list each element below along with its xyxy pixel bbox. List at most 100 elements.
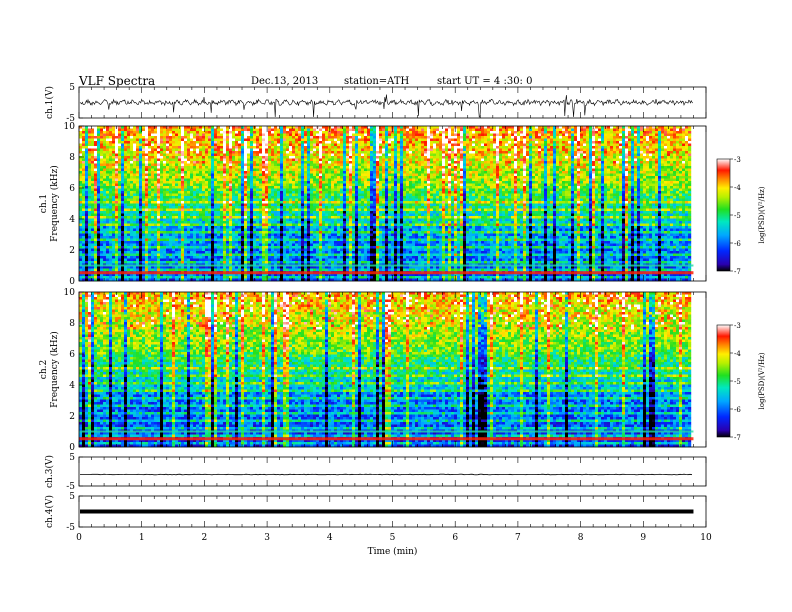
spectrogram-cell: [232, 179, 235, 182]
spectrogram-cell: [127, 151, 130, 154]
spectrogram-cell: [238, 151, 241, 154]
spectrogram-cell: [376, 159, 379, 162]
spectrogram-cell: [664, 164, 667, 167]
spectrogram-cell: [298, 161, 301, 164]
spectrogram-cell: [676, 144, 679, 147]
spectrogram-cell: [277, 184, 280, 187]
spectrogram-cell: [286, 134, 289, 137]
spectrogram-cell: [646, 169, 649, 172]
spectrogram-cell: [367, 156, 370, 159]
spectrogram-cell: [373, 161, 376, 164]
spectrogram-cell: [649, 171, 652, 174]
spectrogram-cell: [556, 166, 559, 169]
spectrogram-cell: [97, 131, 100, 134]
spectrogram-cell: [502, 134, 505, 137]
spectrogram-cell: [529, 156, 532, 159]
spectrogram-cell: [262, 144, 265, 147]
spectrogram-cell: [166, 156, 169, 159]
spectrogram-cell: [226, 161, 229, 164]
spectrogram-cell: [256, 154, 259, 157]
spectrogram-cell: [601, 169, 604, 172]
spectrogram-cell: [505, 174, 508, 177]
spectrogram-cell: [523, 146, 526, 149]
spectrogram-cell: [637, 179, 640, 182]
spectrogram-cell: [388, 181, 391, 184]
spectrogram-cell: [202, 169, 205, 172]
spectrogram-cell: [169, 126, 172, 129]
spectrogram-cell: [148, 161, 151, 164]
spectrogram-cell: [403, 174, 406, 177]
spectrogram-cell: [277, 181, 280, 184]
spectrogram-cell: [457, 166, 460, 169]
spectrogram-cell: [175, 169, 178, 172]
spectrogram-cell: [265, 174, 268, 177]
spectrogram-cell: [610, 141, 613, 144]
spectrogram-cell: [418, 144, 421, 147]
spectrogram-cell: [538, 144, 541, 147]
spectrogram-cell: [394, 154, 397, 157]
spectrogram-cell: [304, 159, 307, 162]
spectrogram-cell: [355, 176, 358, 179]
spectrogram-cell: [142, 139, 145, 142]
spectrogram-cell: [214, 146, 217, 149]
spectrogram-cell: [505, 169, 508, 172]
spectrogram-cell: [424, 156, 427, 159]
spectrogram-cell: [265, 134, 268, 137]
spectrogram-cell: [88, 144, 91, 147]
spectrogram-cell: [367, 174, 370, 177]
spectrogram-cell: [217, 134, 220, 137]
spectrogram-cell: [217, 136, 220, 139]
spectrogram-cell: [79, 149, 82, 152]
spectrogram-cell: [235, 171, 238, 174]
spectrogram-cell: [571, 164, 574, 167]
spectrogram-cell: [280, 174, 283, 177]
spectrogram-cell: [430, 126, 433, 129]
spectrogram-cell: [562, 169, 565, 172]
spectrogram-cell: [589, 166, 592, 169]
spectrogram-cell: [553, 154, 556, 157]
spectrogram-cell: [295, 151, 298, 154]
spectrogram-cell: [355, 179, 358, 182]
spectrogram-cell: [100, 166, 103, 169]
spectrogram-cell: [529, 179, 532, 182]
spectrogram-cell: [379, 176, 382, 179]
spectrogram-cell: [610, 136, 613, 139]
spectrogram-cell: [142, 134, 145, 137]
spectrogram-cell: [667, 151, 670, 154]
spectrogram-cell: [451, 149, 454, 152]
spectrogram-cell: [157, 166, 160, 169]
spectrogram-cell: [136, 146, 139, 149]
spectrogram-cell: [157, 179, 160, 182]
spectrogram-cell: [556, 171, 559, 174]
spectrogram-cell: [682, 131, 685, 134]
spectrogram-cell: [415, 159, 418, 162]
spectrogram-cell: [328, 141, 331, 144]
spectrogram-cell: [319, 134, 322, 137]
spectrogram-cell: [202, 164, 205, 167]
spectrogram-cell: [199, 179, 202, 182]
spectrogram-cell: [481, 134, 484, 137]
spectrogram-cell: [292, 174, 295, 177]
spectrogram-cell: [553, 156, 556, 159]
spectrogram-cell: [121, 184, 124, 187]
spectrogram-cell: [472, 176, 475, 179]
spectrogram-cell: [268, 144, 271, 147]
spectrogram-cell: [634, 169, 637, 172]
spectrogram-cell: [592, 161, 595, 164]
spectrogram-cell: [301, 176, 304, 179]
spectrogram-cell: [376, 166, 379, 169]
spectrogram-cell: [442, 151, 445, 154]
spectrogram-cell: [280, 169, 283, 172]
spectrogram-cell: [244, 144, 247, 147]
spectrogram-cell: [376, 171, 379, 174]
spectrogram-cell: [352, 141, 355, 144]
spectrogram-cell: [457, 151, 460, 154]
spectrogram-cell: [172, 181, 175, 184]
spectrogram-cell: [682, 151, 685, 154]
spectrogram-cell: [499, 181, 502, 184]
spectrogram-cell: [412, 166, 415, 169]
spectrogram-cell: [418, 161, 421, 164]
spectrogram-cell: [145, 139, 148, 142]
spectrogram-cell: [343, 149, 346, 152]
spectrogram-cell: [94, 171, 97, 174]
